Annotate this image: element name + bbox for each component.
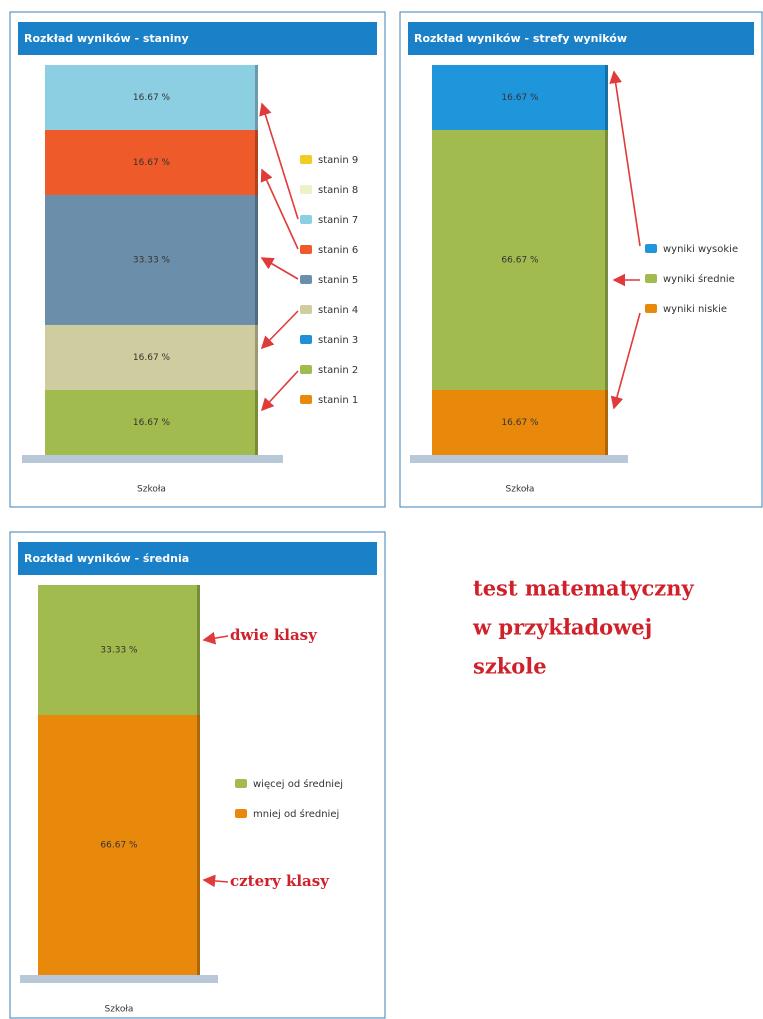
legend-label: wyniki niskie <box>663 304 727 315</box>
baseline <box>410 455 628 463</box>
bar-shade <box>197 714 200 975</box>
legend-swatch <box>300 335 312 344</box>
legend-label: mniej od średniej <box>253 808 339 820</box>
legend-swatch <box>300 365 312 374</box>
legend-label: stanin 8 <box>318 185 358 196</box>
legend-swatch <box>645 304 657 313</box>
legend-swatch <box>300 215 312 224</box>
legend-label: stanin 7 <box>318 215 358 226</box>
legend-label: stanin 1 <box>318 395 358 406</box>
legend-label: stanin 5 <box>318 275 358 286</box>
value-label: 16.67 % <box>133 418 171 428</box>
chart-title: Rozkład wyników - średnia <box>24 552 189 565</box>
value-label: 33.33 % <box>100 645 138 655</box>
legend-label: więcej od średniej <box>253 778 343 790</box>
legend-swatch <box>235 809 247 818</box>
bar-shade <box>255 64 258 130</box>
legend-label: stanin 3 <box>318 335 358 346</box>
legend-swatch <box>235 779 247 788</box>
bar-segment <box>38 714 200 975</box>
legend-swatch <box>300 245 312 254</box>
value-label: 33.33 % <box>133 255 171 265</box>
bar-segment <box>432 389 608 455</box>
legend-swatch <box>300 275 312 284</box>
legend-label: wyniki średnie <box>663 273 735 285</box>
bar-shade <box>255 194 258 325</box>
annotation: cztery klasy <box>230 872 330 890</box>
title-bar <box>18 542 377 575</box>
bar-segment <box>45 64 258 130</box>
value-label: 16.67 % <box>133 158 171 168</box>
caption: test matematyczny <box>473 576 694 601</box>
bar-shade <box>605 129 608 390</box>
bar-segment <box>432 64 608 130</box>
caption: w przykładowej <box>472 615 652 640</box>
baseline <box>22 455 283 463</box>
bar-shade <box>605 64 608 130</box>
baseline <box>20 975 218 983</box>
legend-label: stanin 2 <box>318 365 358 376</box>
bar-segment <box>45 129 258 195</box>
value-label: 66.67 % <box>501 255 539 265</box>
bar-shade <box>255 129 258 195</box>
legend-label: wyniki wysokie <box>663 244 738 255</box>
value-label: 16.67 % <box>133 93 171 103</box>
legend-swatch <box>300 395 312 404</box>
bar-shade <box>197 585 200 715</box>
bar-shade <box>255 324 258 390</box>
legend-swatch <box>300 185 312 194</box>
value-label: 16.67 % <box>133 353 171 363</box>
value-label: 16.67 % <box>501 418 539 428</box>
value-label: 16.67 % <box>501 93 539 103</box>
bar-segment <box>38 585 200 715</box>
x-tick-label: Szkoła <box>506 485 535 495</box>
title-bar <box>408 22 754 55</box>
legend-label: stanin 9 <box>318 155 358 166</box>
legend-swatch <box>300 305 312 314</box>
bar-shade <box>255 389 258 455</box>
caption: szkole <box>473 654 547 679</box>
bar-segment <box>45 324 258 390</box>
x-tick-label: Szkoła <box>105 1005 134 1015</box>
chart-title: Rozkład wyników - strefy wyników <box>414 32 627 45</box>
bar-segment <box>45 389 258 455</box>
x-tick-label: Szkoła <box>137 485 166 495</box>
chart-title: Rozkład wyników - staniny <box>24 32 189 45</box>
bar-segment <box>45 194 258 325</box>
bar-segment <box>432 129 608 390</box>
legend-swatch <box>645 274 657 283</box>
legend-label: stanin 6 <box>318 245 358 256</box>
legend-swatch <box>300 155 312 164</box>
title-bar <box>18 22 377 55</box>
legend-swatch <box>645 244 657 253</box>
legend-label: stanin 4 <box>318 305 358 316</box>
value-label: 66.67 % <box>100 840 138 850</box>
bar-shade <box>605 389 608 455</box>
annotation: dwie klasy <box>230 626 318 644</box>
